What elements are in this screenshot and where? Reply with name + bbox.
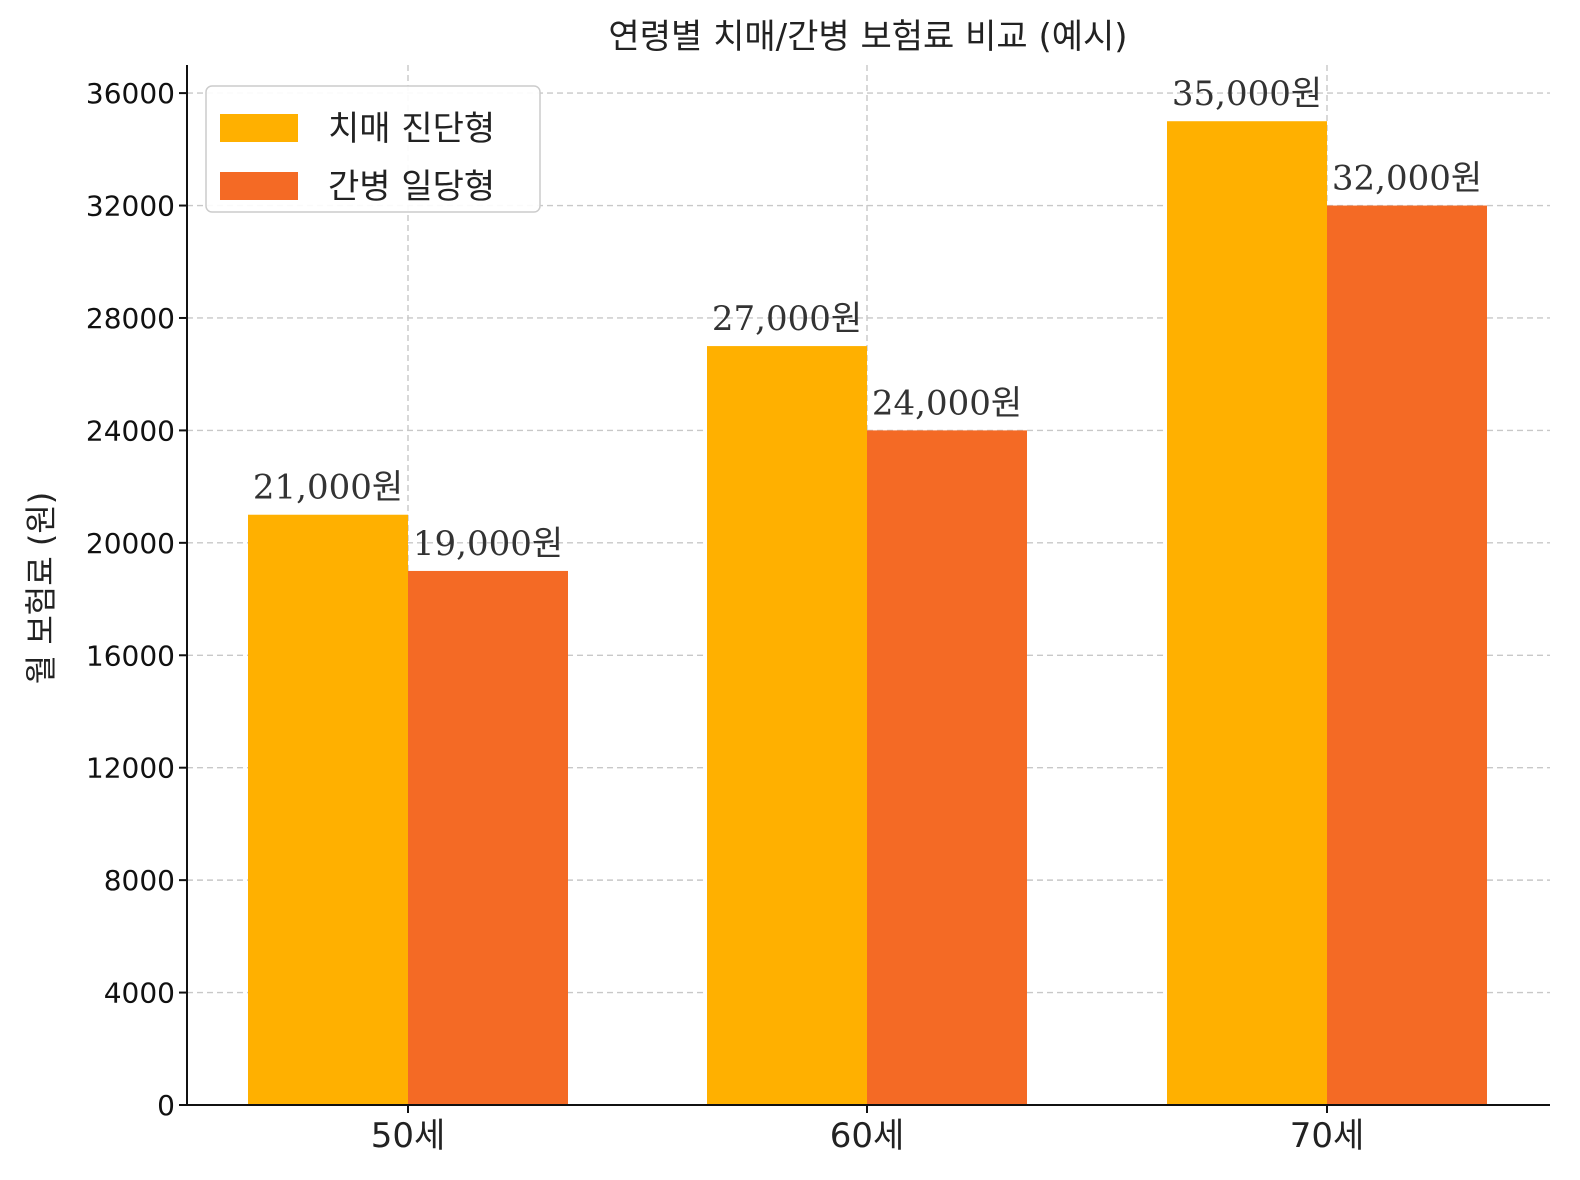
legend-swatch-0 (220, 114, 298, 142)
chart-title: 연령별 치매/간병 보험료 비교 (예시) (608, 17, 1127, 57)
x-tick-label: 50세 (371, 1116, 446, 1156)
x-tick-label: 70세 (1290, 1116, 1365, 1156)
bar-dementia-0 (248, 514, 408, 1105)
y-tick-label: 4000 (104, 977, 175, 1010)
y-tick-label: 20000 (86, 527, 175, 560)
y-tick-label: 16000 (86, 639, 175, 672)
bar-dementia-2 (1167, 121, 1327, 1106)
y-tick-label: 12000 (86, 752, 175, 785)
legend-label-1: 간병 일당형 (328, 167, 495, 207)
bar-care-0 (408, 570, 568, 1105)
y-tick-label: 36000 (86, 77, 175, 110)
y-tick-label: 24000 (86, 414, 175, 447)
y-tick-label: 8000 (104, 864, 175, 897)
bar-care-2 (1327, 205, 1487, 1106)
bar-value-label: 24,000원 (872, 383, 1022, 423)
bar-value-label: 21,000원 (253, 468, 403, 508)
legend-label-0: 치매 진단형 (328, 109, 495, 149)
bar-value-label: 19,000원 (413, 524, 563, 564)
bar-value-label: 35,000원 (1172, 74, 1322, 114)
y-tick-label: 0 (157, 1089, 175, 1122)
bar-care-1 (867, 430, 1027, 1105)
bar-dementia-1 (707, 346, 867, 1106)
bar-value-label: 32,000원 (1332, 159, 1482, 199)
x-tick-label: 60세 (830, 1116, 905, 1156)
bars (248, 121, 1487, 1106)
bar-labels: 21,000원 27,000원 35,000원 19,000원 24,000원 32,00… (253, 74, 1482, 564)
y-tick-label: 28000 (86, 302, 175, 335)
bar-value-label: 27,000원 (712, 299, 862, 339)
legend-swatch-1 (220, 172, 298, 200)
y-tick-label: 32000 (86, 190, 175, 223)
axes: 0 4000 8000 12000 16000 20000 24000 28000 32000 3… (86, 65, 1550, 1156)
y-axis-label: 월 보험료 (원) (22, 492, 60, 685)
